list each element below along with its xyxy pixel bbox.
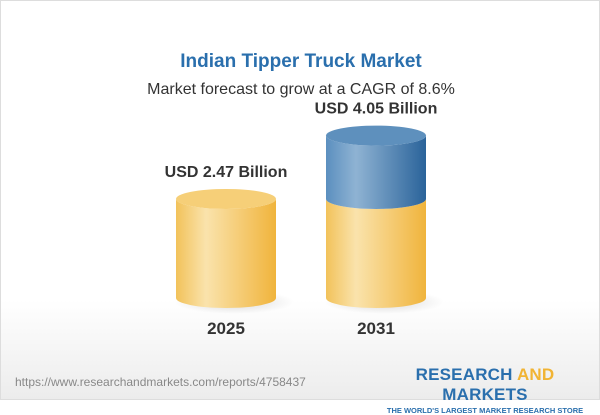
bar-2025-top — [176, 188, 276, 209]
bar-2031-growth-top — [326, 125, 426, 146]
source-url[interactable]: https://www.researchandmarkets.com/repor… — [15, 375, 306, 389]
bar-2025-body — [176, 198, 276, 308]
cylinder-chart: USD 2.47 Billion 2025 USD 4.05 Billion 2031 — [165, 101, 444, 338]
category-label: 2031 — [357, 319, 395, 338]
category-label: 2025 — [207, 319, 245, 338]
bar-2031-growth-body — [326, 135, 426, 209]
research-and-markets-logo: RESEARCH AND MARKETS THE WORLD'S LARGEST… — [386, 365, 584, 415]
bar-2031-base-body — [326, 198, 426, 308]
data-label: USD 4.05 Billion — [315, 101, 438, 118]
chart-subtitle: Market forecast to grow at a CAGR of 8.6… — [147, 81, 455, 98]
data-label: USD 2.47 Billion — [165, 164, 288, 181]
chart-title: Indian Tipper Truck Market — [180, 51, 422, 72]
